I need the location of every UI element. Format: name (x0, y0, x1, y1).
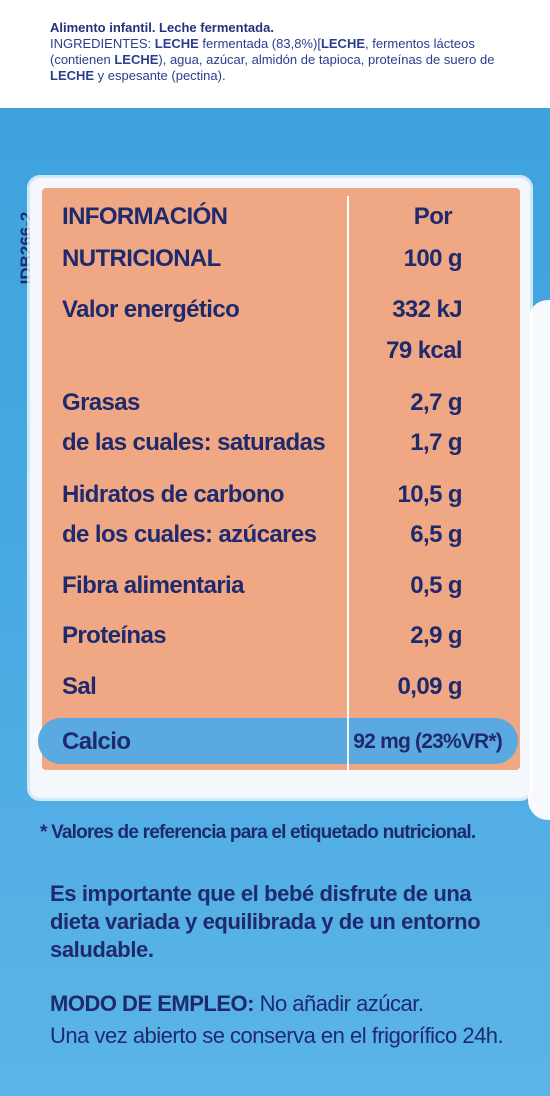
usage-instructions: MODO DE EMPLEO: No añadir azúcar. Una ve… (50, 988, 540, 1052)
row-label: Proteínas (62, 622, 167, 649)
calcio-divider (347, 718, 349, 764)
row-value: 0,5 g (410, 572, 462, 599)
header-value: Por (413, 203, 453, 230)
ingredient-part: , fermentos lácteos (contienen (50, 36, 475, 67)
row-label: Fibra alimentaria (62, 572, 244, 599)
ingredients-block: Alimento infantil. Leche fermentada. ING… (50, 20, 530, 84)
ingredient-part: y espesante (pectina). (94, 68, 226, 83)
row-label: Valor energético (62, 296, 240, 323)
header-value: 100 g (403, 245, 463, 272)
row-value: 92 mg (23%VR*) (353, 730, 503, 753)
usage-line-1: MODO DE EMPLEO: No añadir azúcar. (50, 988, 540, 1020)
header-label: NUTRICIONAL (62, 245, 221, 272)
row-label: Calcio (62, 728, 131, 755)
calcio-highlight-bar (38, 718, 518, 764)
ingredients-band (0, 0, 550, 108)
usage-heading: MODO DE EMPLEO: (50, 991, 254, 1016)
row-value: 6,5 g (410, 521, 462, 548)
ingredient-part: LECHE (320, 36, 365, 51)
ingredient-part: LECHE (114, 52, 159, 67)
ingredients-list: INGREDIENTES: LECHE fermentada (83,8%)[L… (50, 36, 530, 84)
row-value: 2,7 g (410, 389, 462, 416)
product-description: Alimento infantil. Leche fermentada. (50, 20, 274, 35)
nutrition-panel (42, 188, 520, 770)
row-label: Grasas (62, 389, 140, 416)
row-label: Sal (62, 673, 97, 700)
reference-footnote: * Valores de referencia para el etiqueta… (40, 822, 476, 843)
usage-text: No añadir azúcar. (253, 991, 424, 1016)
ingredient-part: fermentada (83,8%)[ (198, 36, 321, 51)
ingredient-part: LECHE (50, 68, 95, 83)
row-value: 2,9 g (410, 622, 462, 649)
row-label: Hidratos de carbono (62, 481, 285, 508)
usage-line-2: Una vez abierto se conserva en el frigor… (50, 1023, 504, 1048)
row-value: 10,5 g (397, 481, 463, 508)
ingredient-part: LECHE (154, 36, 199, 51)
row-value: 1,7 g (410, 429, 462, 456)
column-divider (347, 196, 349, 772)
header-label: INFORMACIÓN (62, 203, 228, 230)
row-value: 79 kcal (386, 337, 462, 364)
row-label: de las cuales: saturadas (62, 429, 326, 456)
advice-text: Es importante que el bebé disfrute de un… (50, 881, 481, 962)
row-label: de los cuales: azúcares (62, 521, 317, 548)
ingredient-part: ), agua, azúcar, almidón de tapioca, pro… (158, 52, 495, 67)
row-value: 0,09 g (397, 673, 463, 700)
row-value: 332 kJ (392, 296, 462, 323)
side-tab (528, 300, 550, 820)
ingredients-prefix: INGREDIENTES: (50, 36, 152, 51)
